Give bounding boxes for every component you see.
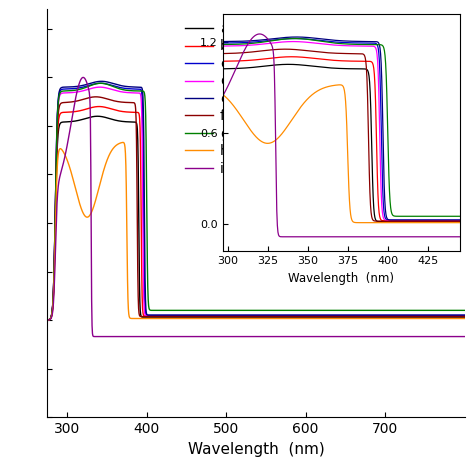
h xyxy=(45,317,50,323)
f xyxy=(462,314,467,319)
e xyxy=(373,312,379,318)
f xyxy=(449,314,455,319)
Line: i: i xyxy=(47,77,465,337)
h xyxy=(66,162,72,167)
c xyxy=(247,312,253,318)
i xyxy=(45,317,50,323)
f xyxy=(247,314,253,319)
e xyxy=(99,79,104,84)
f xyxy=(45,317,50,323)
d xyxy=(450,313,456,319)
g xyxy=(450,308,456,313)
Line: e: e xyxy=(47,82,465,320)
c xyxy=(449,312,455,318)
i xyxy=(248,334,254,339)
X-axis label: Wavelength  (nm): Wavelength (nm) xyxy=(288,272,394,284)
g xyxy=(247,308,253,313)
c xyxy=(98,81,103,86)
e xyxy=(66,84,72,90)
b xyxy=(96,104,102,109)
b xyxy=(449,313,455,319)
g xyxy=(462,308,467,313)
g xyxy=(45,317,50,323)
h xyxy=(449,316,455,321)
g xyxy=(98,81,103,86)
d xyxy=(237,313,242,319)
Line: h: h xyxy=(47,142,465,320)
Line: b: b xyxy=(47,107,465,320)
f xyxy=(66,100,72,105)
g xyxy=(373,308,379,313)
X-axis label: Wavelength  (nm): Wavelength (nm) xyxy=(188,442,324,456)
Line: d: d xyxy=(47,87,465,320)
i xyxy=(101,334,107,339)
c xyxy=(237,312,242,318)
a xyxy=(449,314,455,320)
f xyxy=(237,314,242,319)
h xyxy=(373,316,379,321)
b xyxy=(247,313,253,319)
i xyxy=(450,334,456,339)
b xyxy=(462,313,467,319)
h xyxy=(247,316,253,321)
i xyxy=(237,334,242,339)
c xyxy=(373,312,379,318)
e xyxy=(450,312,456,318)
d xyxy=(97,84,102,90)
d xyxy=(45,317,50,323)
Line: f: f xyxy=(47,97,465,320)
Line: g: g xyxy=(47,83,465,320)
a xyxy=(450,314,456,320)
a xyxy=(247,314,253,320)
d xyxy=(462,313,467,319)
a xyxy=(95,113,100,119)
i xyxy=(66,134,72,140)
e xyxy=(247,312,253,318)
d xyxy=(247,313,253,319)
a xyxy=(45,317,50,323)
c xyxy=(462,312,467,318)
i xyxy=(374,334,379,339)
f xyxy=(373,314,379,319)
e xyxy=(45,317,50,323)
i xyxy=(462,334,467,339)
Legend: a, b, c, d, e, f, g, h, i: a, b, c, d, e, f, g, h, i xyxy=(180,17,234,182)
h xyxy=(237,316,242,321)
c xyxy=(45,317,50,323)
a xyxy=(237,314,242,320)
i xyxy=(80,74,86,80)
e xyxy=(462,312,467,318)
b xyxy=(450,313,456,319)
g xyxy=(237,308,242,313)
c xyxy=(450,312,456,318)
g xyxy=(66,88,72,94)
d xyxy=(449,313,455,319)
i xyxy=(450,334,456,339)
h xyxy=(462,316,467,321)
b xyxy=(66,109,72,115)
b xyxy=(373,313,379,319)
f xyxy=(450,314,456,319)
a xyxy=(462,314,467,320)
h xyxy=(120,139,126,145)
a xyxy=(373,314,379,320)
c xyxy=(66,86,72,92)
g xyxy=(449,308,455,313)
b xyxy=(237,313,242,319)
a xyxy=(66,119,72,125)
d xyxy=(373,313,379,319)
e xyxy=(449,312,455,318)
e xyxy=(237,312,242,318)
d xyxy=(66,90,72,96)
Line: a: a xyxy=(47,116,465,320)
b xyxy=(45,317,50,323)
h xyxy=(450,316,456,321)
Line: c: c xyxy=(47,83,465,320)
f xyxy=(93,94,99,100)
